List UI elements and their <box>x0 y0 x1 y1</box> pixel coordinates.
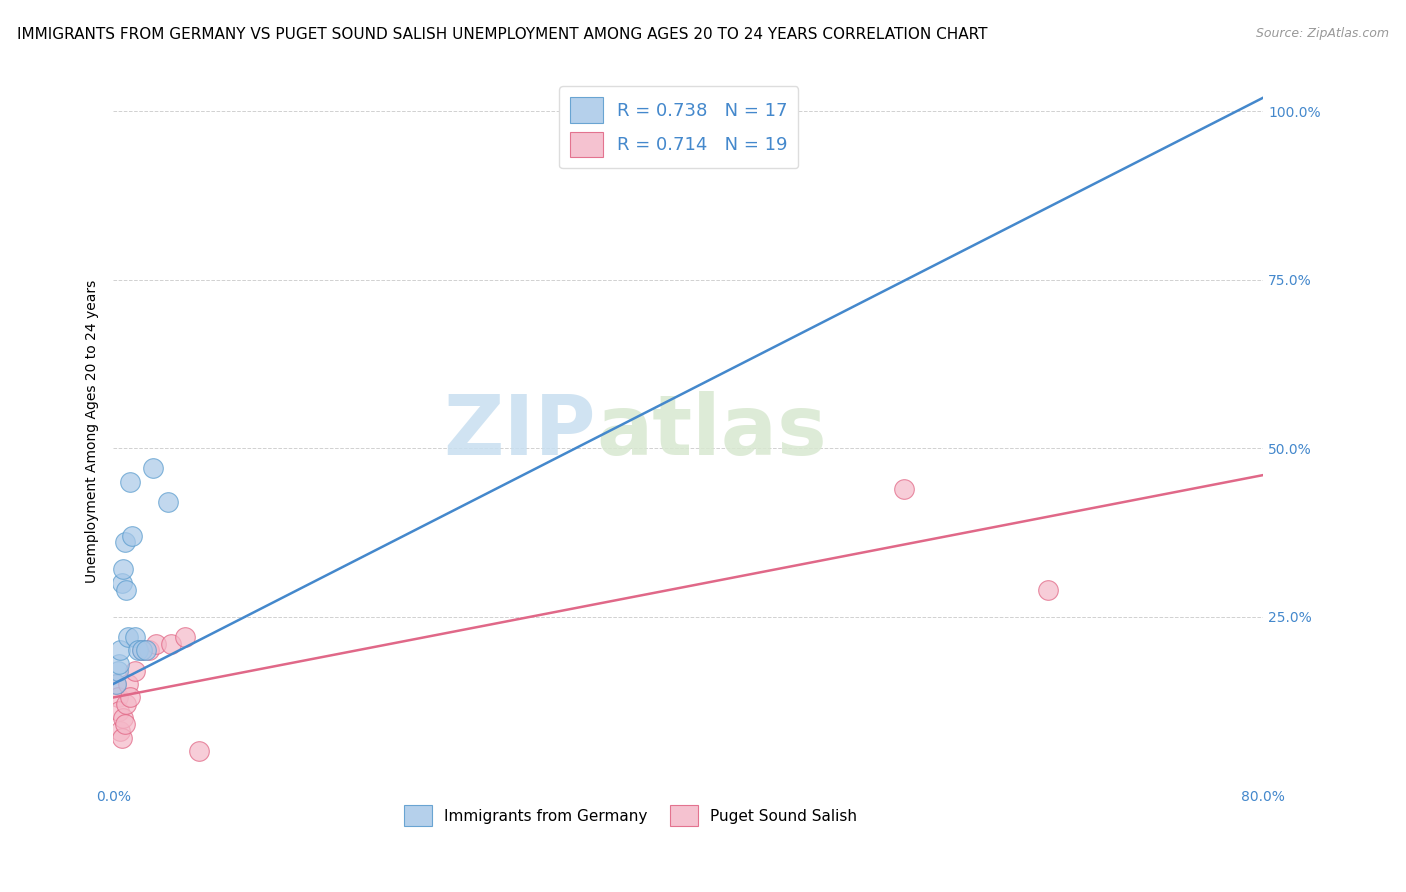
Point <box>107 690 129 705</box>
Point <box>115 582 138 597</box>
Point <box>145 636 167 650</box>
Point <box>112 711 135 725</box>
Point <box>110 724 132 739</box>
Point <box>159 636 181 650</box>
Point <box>142 461 165 475</box>
Point <box>138 643 160 657</box>
Point <box>124 664 146 678</box>
Point <box>111 731 134 745</box>
Y-axis label: Unemployment Among Ages 20 to 24 years: Unemployment Among Ages 20 to 24 years <box>86 279 100 582</box>
Point <box>135 643 157 657</box>
Point <box>131 643 153 657</box>
Point <box>156 495 179 509</box>
Point <box>188 744 211 758</box>
Point <box>114 535 136 549</box>
Point <box>131 643 153 657</box>
Point <box>117 677 139 691</box>
Text: atlas: atlas <box>596 391 827 472</box>
Point <box>112 562 135 576</box>
Point <box>117 630 139 644</box>
Point <box>127 643 149 657</box>
Point <box>110 643 132 657</box>
Point <box>107 664 129 678</box>
Point <box>120 690 142 705</box>
Point <box>174 630 197 644</box>
Point <box>120 475 142 489</box>
Point <box>105 677 128 691</box>
Point <box>893 482 915 496</box>
Text: ZIP: ZIP <box>444 391 596 472</box>
Text: IMMIGRANTS FROM GERMANY VS PUGET SOUND SALISH UNEMPLOYMENT AMONG AGES 20 TO 24 Y: IMMIGRANTS FROM GERMANY VS PUGET SOUND S… <box>17 27 987 42</box>
Point <box>121 529 143 543</box>
Point <box>111 575 134 590</box>
Point <box>108 657 131 671</box>
Point <box>115 697 138 711</box>
Legend: Immigrants from Germany, Puget Sound Salish: Immigrants from Germany, Puget Sound Sal… <box>396 797 865 834</box>
Point <box>1036 582 1059 597</box>
Point <box>108 704 131 718</box>
Point <box>124 630 146 644</box>
Point <box>105 677 128 691</box>
Text: Source: ZipAtlas.com: Source: ZipAtlas.com <box>1256 27 1389 40</box>
Point <box>114 717 136 731</box>
